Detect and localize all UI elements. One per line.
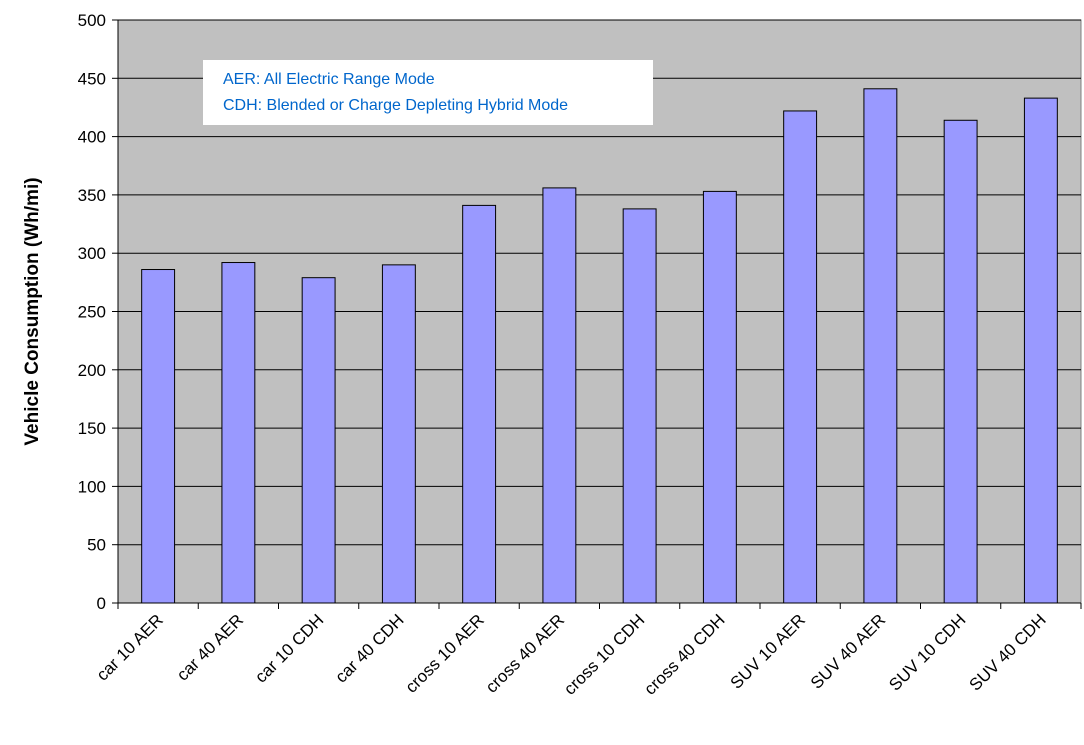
y-tick-label: 450: [78, 69, 106, 88]
x-tick-label: SUV 40 CDH: [965, 610, 1049, 694]
bar: [141, 269, 176, 604]
x-tick-label: car 40 AER: [173, 610, 247, 684]
x-tick-label: SUV 40 AER: [807, 610, 889, 692]
x-tick-labels: car 10 AER car 40 AER car 10 CDH car 40 CDH…: [93, 610, 1050, 698]
annotation-line-cdh: CDH: Blended or Charge Depleting Hybrid …: [223, 97, 568, 114]
x-tick-label: SUV 10 AER: [727, 610, 809, 692]
y-tick-label: 250: [78, 303, 106, 322]
bar: [542, 187, 577, 604]
y-tick-label: 200: [78, 361, 106, 380]
bar: [1023, 97, 1058, 604]
x-tick-label: car 10 CDH: [251, 610, 327, 686]
bar: [622, 208, 657, 604]
bar: [221, 262, 256, 604]
y-tick-label: 300: [78, 244, 106, 263]
bar: [702, 190, 737, 604]
axes: [112, 19, 1082, 609]
annotation-box: AER: All Electric Range Mode CDH: Blende…: [203, 60, 653, 125]
annotation-background: [203, 60, 653, 125]
bar: [301, 277, 336, 604]
bar: [381, 264, 416, 604]
x-tick-label: cross 10 AER: [402, 610, 488, 696]
y-axis-label: Vehicle Consumption (Wh/mi): [22, 177, 43, 445]
x-tick-label: cross 10 CDH: [560, 610, 648, 698]
y-tick-label: 100: [78, 477, 106, 496]
y-tick-label: 150: [78, 419, 106, 438]
y-tick-label: 350: [78, 186, 106, 205]
bar: [462, 204, 497, 604]
y-tick-label: 50: [87, 536, 106, 555]
bar: [943, 119, 978, 604]
x-tick-label: cross 40 CDH: [640, 610, 728, 698]
x-tick-label: car 40 CDH: [331, 610, 407, 686]
x-tick-label: car 10 AER: [93, 610, 167, 684]
y-tick-labels: 0 50 100 150 200 250 300 350 400 450 500: [78, 11, 106, 613]
bar: [783, 110, 818, 604]
y-tick-label: 0: [97, 594, 106, 613]
y-tick-label: 500: [78, 11, 106, 30]
y-tick-label: 400: [78, 128, 106, 147]
x-tick-label: SUV 10 CDH: [885, 610, 969, 694]
x-tick-label: cross 40 AER: [482, 610, 568, 696]
bar: [863, 88, 898, 604]
annotation-line-aer: AER: All Electric Range Mode: [223, 71, 435, 88]
